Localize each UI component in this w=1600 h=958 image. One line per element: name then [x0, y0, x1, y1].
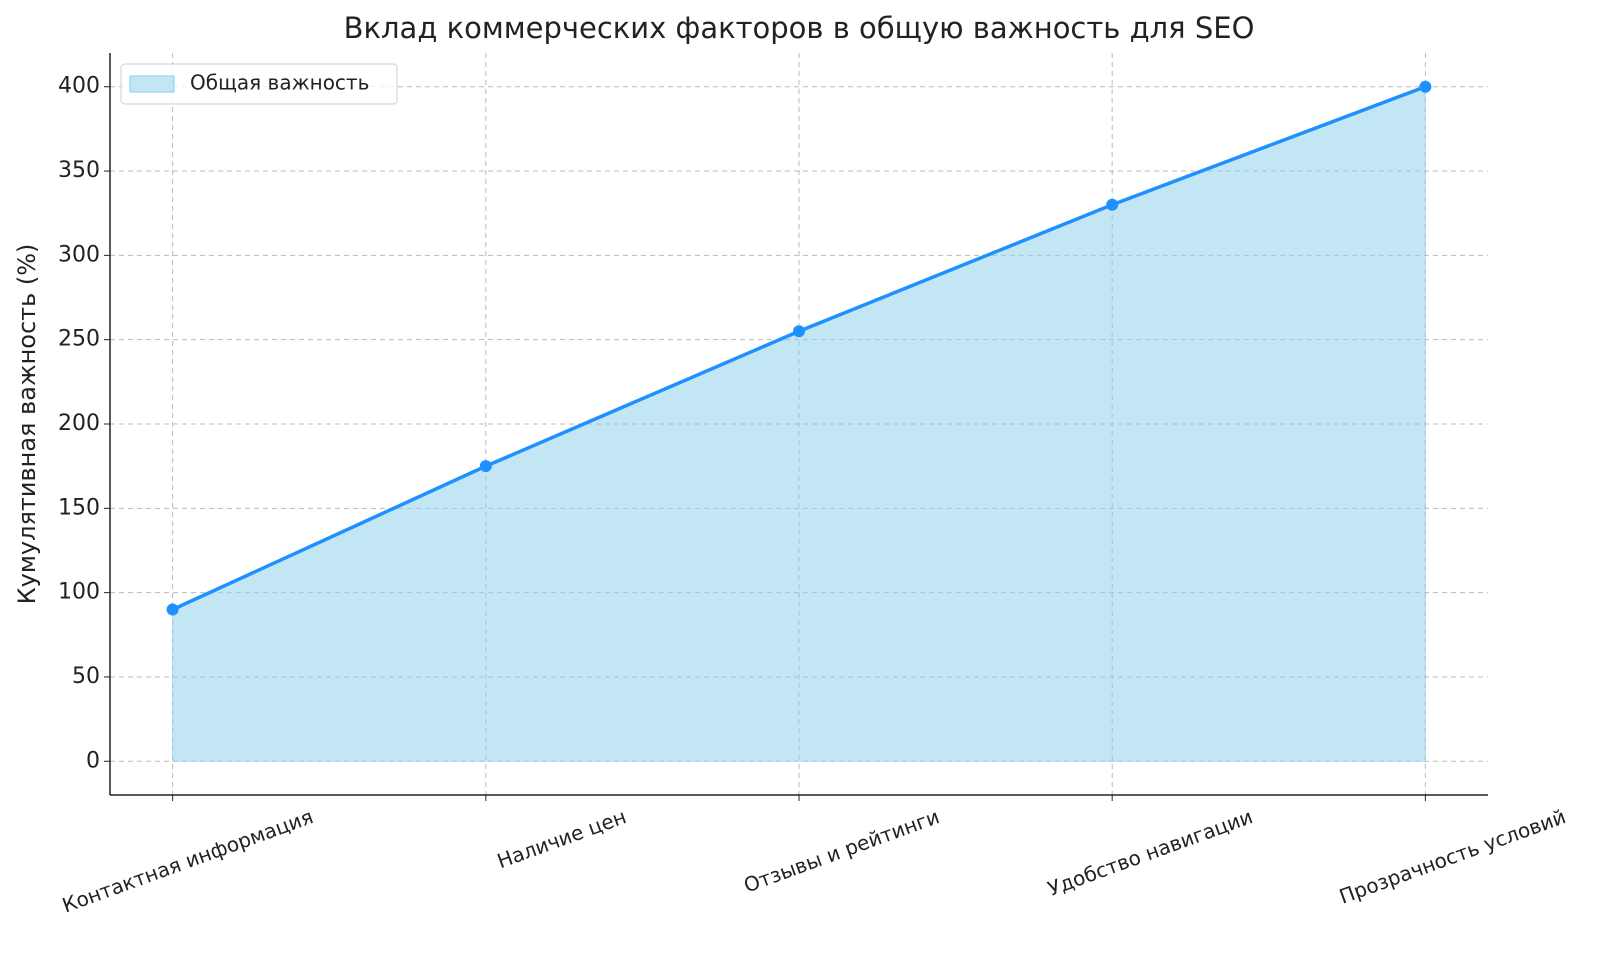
legend-label: Общая важность: [190, 71, 369, 95]
y-tick-label: 150: [58, 495, 100, 520]
chart-title: Вклад коммерческих факторов в общую важн…: [344, 11, 1255, 45]
y-tick-label: 200: [58, 411, 100, 436]
x-tick-label: Удобство навигации: [1044, 804, 1255, 900]
area: [172, 86, 1426, 762]
y-tick-label: 250: [58, 327, 100, 352]
marker: [1106, 198, 1119, 211]
x-tick-label: Наличие цен: [494, 804, 630, 873]
y-tick-label: 0: [86, 748, 100, 773]
y-tick-label: 50: [72, 664, 100, 689]
x-tick-label: Контактная информация: [59, 804, 316, 917]
y-tick-label: 300: [58, 242, 100, 267]
marker: [793, 325, 805, 338]
y-tick-label: 350: [58, 158, 100, 183]
y-tick-label: 100: [58, 580, 100, 605]
x-tick-label: Отзывы и рейтинги: [740, 804, 942, 897]
legend-swatch: [129, 75, 175, 93]
marker: [1419, 80, 1432, 93]
legend-box: [120, 63, 398, 105]
x-tick-label: Прозрачность условий: [1336, 804, 1569, 908]
marker: [166, 603, 179, 616]
y-tick-label: 400: [58, 74, 100, 99]
marker: [479, 460, 492, 473]
y-axis-label: Кумулятивная важность (%): [13, 244, 41, 605]
